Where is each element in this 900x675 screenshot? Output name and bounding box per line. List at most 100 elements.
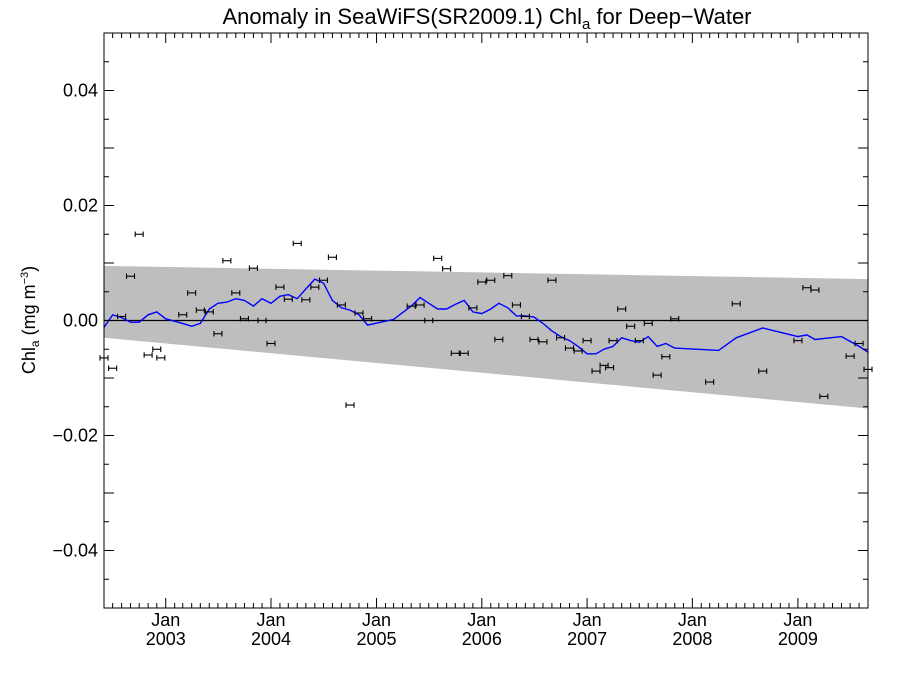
y-tick-label: 0.02 bbox=[63, 196, 98, 216]
data-point bbox=[406, 303, 416, 309]
data-point bbox=[547, 277, 557, 283]
x-tick-month-label: Jan bbox=[573, 610, 602, 630]
data-point bbox=[354, 310, 364, 316]
data-point bbox=[204, 309, 214, 315]
data-point bbox=[266, 340, 276, 347]
data-point bbox=[758, 368, 768, 374]
data-point bbox=[239, 316, 250, 322]
y-label-superscript: −3 bbox=[19, 272, 31, 285]
data-point bbox=[283, 296, 293, 302]
data-point bbox=[845, 353, 855, 359]
data-point bbox=[819, 393, 829, 400]
data-point bbox=[231, 290, 241, 296]
y-ticks-layer: 0.04 0.02 0.00 −0.02 −0.04 bbox=[52, 32, 868, 609]
data-point bbox=[442, 266, 452, 272]
data-point bbox=[538, 339, 548, 345]
x-tick-month-label: Jan bbox=[678, 610, 707, 630]
data-point bbox=[248, 265, 258, 271]
data-point bbox=[854, 340, 864, 347]
x-tick-year-label: 2006 bbox=[462, 629, 502, 649]
x-tick-year-label: 2009 bbox=[778, 629, 818, 649]
data-point bbox=[634, 337, 644, 344]
data-point bbox=[301, 297, 311, 303]
data-point bbox=[582, 337, 592, 344]
data-point bbox=[310, 284, 320, 290]
data-point bbox=[670, 316, 680, 322]
data-point bbox=[486, 277, 496, 283]
data-point bbox=[336, 302, 346, 308]
data-point bbox=[257, 317, 267, 324]
data-point bbox=[520, 313, 530, 320]
y-tick-label: 0.00 bbox=[63, 311, 98, 331]
y-label-middle: (mg m bbox=[19, 284, 39, 340]
data-point bbox=[433, 255, 443, 262]
x-tick-month-label: Jan bbox=[151, 610, 180, 630]
data-point bbox=[626, 323, 636, 329]
data-point bbox=[187, 290, 197, 296]
data-point bbox=[222, 257, 232, 264]
data-point bbox=[156, 355, 166, 361]
data-point bbox=[643, 320, 653, 327]
data-point bbox=[705, 379, 715, 385]
data-point bbox=[363, 316, 373, 322]
x-tick-year-label: 2004 bbox=[251, 629, 291, 649]
chart-title-subscript: a bbox=[582, 16, 591, 33]
data-point bbox=[143, 352, 153, 358]
data-point bbox=[511, 302, 521, 308]
x-tick-month-label: Jan bbox=[362, 610, 391, 630]
data-point bbox=[415, 302, 425, 308]
x-tick-month-label: Jan bbox=[783, 610, 812, 630]
data-points-layer bbox=[99, 231, 873, 408]
data-point bbox=[573, 348, 583, 354]
running-mean-line bbox=[103, 278, 869, 355]
data-point bbox=[345, 402, 355, 408]
data-point bbox=[213, 331, 223, 337]
confidence-band bbox=[104, 265, 868, 409]
data-point bbox=[134, 231, 144, 237]
x-tick-year-label: 2003 bbox=[146, 629, 186, 649]
data-point bbox=[292, 240, 302, 247]
chart-title: Anomaly in SeaWiFS(SR2009.1) Chla for De… bbox=[222, 4, 751, 33]
x-ticks-layer: Jan2003Jan2004Jan2005Jan2006Jan2007Jan20… bbox=[103, 33, 869, 649]
data-point bbox=[617, 306, 627, 312]
data-point bbox=[608, 337, 618, 344]
chart-title-suffix: for Deep−Water bbox=[590, 4, 751, 29]
x-tick-month-label: Jan bbox=[256, 610, 285, 630]
y-label-suffix: ) bbox=[19, 266, 39, 272]
y-tick-label: 0.04 bbox=[63, 81, 98, 101]
x-tick-year-label: 2005 bbox=[357, 629, 397, 649]
data-point bbox=[152, 346, 162, 352]
data-point bbox=[450, 350, 460, 356]
data-point bbox=[494, 336, 504, 343]
data-point bbox=[125, 273, 136, 279]
data-point bbox=[591, 368, 601, 374]
confidence-band-layer bbox=[104, 265, 868, 409]
x-tick-year-label: 2008 bbox=[672, 629, 712, 649]
data-point bbox=[810, 287, 820, 293]
data-point bbox=[731, 301, 741, 307]
data-point bbox=[108, 365, 118, 371]
data-point bbox=[652, 372, 662, 378]
data-point bbox=[605, 364, 615, 371]
y-axis-label: Chla (mg m−3) bbox=[19, 266, 42, 374]
data-point bbox=[661, 354, 671, 360]
data-point bbox=[477, 279, 487, 285]
data-point bbox=[318, 277, 329, 283]
data-point bbox=[424, 317, 434, 324]
y-label-prefix: Chl bbox=[19, 347, 39, 374]
y-label-subscript: a bbox=[28, 340, 42, 347]
data-point bbox=[117, 313, 127, 320]
data-point bbox=[529, 336, 539, 343]
data-point bbox=[556, 335, 566, 341]
data-point bbox=[178, 312, 188, 318]
data-point bbox=[503, 272, 513, 279]
y-tick-label: −0.02 bbox=[52, 426, 98, 446]
running-mean-layer bbox=[103, 278, 869, 355]
data-point bbox=[459, 350, 469, 356]
chart-title-prefix: Anomaly in SeaWiFS(SR2009.1) Chl bbox=[222, 4, 581, 29]
data-point bbox=[275, 284, 285, 290]
data-point bbox=[195, 307, 205, 313]
x-tick-year-label: 2007 bbox=[567, 629, 607, 649]
data-point bbox=[468, 305, 478, 311]
